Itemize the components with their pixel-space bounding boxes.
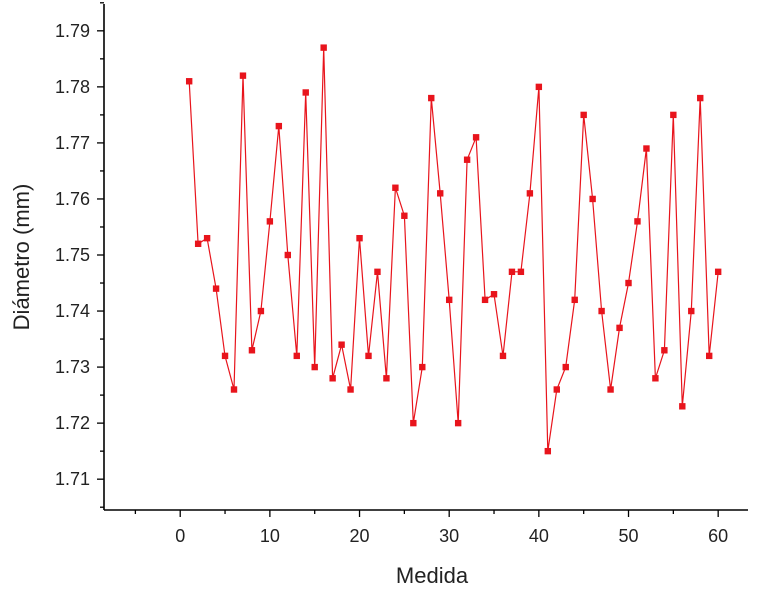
data-point xyxy=(607,386,614,393)
data-point xyxy=(697,94,704,102)
data-point xyxy=(571,296,578,304)
data-point xyxy=(508,268,516,276)
data-point xyxy=(661,347,668,354)
data-point xyxy=(688,307,695,315)
data-point xyxy=(347,386,354,393)
data-point xyxy=(239,72,247,79)
data-point xyxy=(437,190,444,197)
data-point xyxy=(365,352,372,360)
y-tick-label: 1.71 xyxy=(55,469,90,489)
data-point xyxy=(401,212,408,219)
data-point xyxy=(419,363,426,371)
x-tick-label: 30 xyxy=(439,526,459,546)
data-point xyxy=(598,307,605,315)
x-tick-label: 10 xyxy=(260,526,280,546)
data-point xyxy=(275,122,283,130)
y-ticks: 1.71 1.72 1.73 1.74 1.75 1.76 1.77 1.78 1.79 xyxy=(55,2,104,508)
data-point xyxy=(517,268,525,276)
data-point xyxy=(329,375,336,382)
axes xyxy=(103,4,748,511)
series-markers xyxy=(185,44,722,455)
data-point xyxy=(257,307,265,315)
x-tick-label: 40 xyxy=(529,526,549,546)
data-point xyxy=(338,341,345,348)
data-point xyxy=(293,352,300,360)
data-point xyxy=(463,156,471,163)
data-point xyxy=(320,44,327,51)
data-point xyxy=(580,111,587,119)
data-point xyxy=(553,386,560,393)
data-point xyxy=(392,184,399,191)
data-point xyxy=(410,419,417,427)
y-tick-label: 1.77 xyxy=(55,133,90,153)
x-ticks: 0 10 20 30 40 50 60 xyxy=(134,510,728,546)
y-tick-label: 1.75 xyxy=(55,245,90,265)
data-point xyxy=(616,324,623,332)
data-point xyxy=(562,363,569,371)
data-point xyxy=(481,296,489,304)
data-point xyxy=(203,234,211,242)
data-point xyxy=(221,352,229,360)
x-tick-label: 50 xyxy=(618,526,638,546)
data-point xyxy=(714,268,722,276)
data-point xyxy=(454,419,462,427)
data-point xyxy=(302,89,309,96)
data-point xyxy=(185,78,193,85)
data-point xyxy=(652,375,659,382)
data-point xyxy=(230,386,238,393)
y-tick-label: 1.73 xyxy=(55,357,90,377)
data-point xyxy=(212,285,220,292)
data-point xyxy=(445,296,453,304)
x-tick-label: 0 xyxy=(175,526,185,546)
x-tick-label: 60 xyxy=(708,526,728,546)
data-point xyxy=(311,363,318,371)
data-point xyxy=(670,111,677,119)
x-tick-label: 20 xyxy=(350,526,370,546)
y-tick-label: 1.78 xyxy=(55,77,90,97)
data-point xyxy=(374,268,381,276)
data-point xyxy=(535,83,543,91)
x-axis-label: Medida xyxy=(396,563,469,588)
y-axis-label: Diámetro (mm) xyxy=(9,184,34,331)
series-line xyxy=(188,47,719,452)
data-point xyxy=(544,447,552,455)
data-point xyxy=(625,279,632,287)
plot-area xyxy=(185,44,722,455)
y-tick-label: 1.79 xyxy=(55,21,90,41)
y-tick-label: 1.74 xyxy=(55,301,90,321)
data-point xyxy=(383,375,390,382)
data-point xyxy=(643,145,650,152)
data-point xyxy=(266,218,274,225)
data-point xyxy=(589,195,596,203)
data-point xyxy=(634,218,641,225)
data-point xyxy=(248,347,256,354)
data-point xyxy=(428,94,435,102)
data-point xyxy=(526,190,534,197)
data-point xyxy=(679,403,686,410)
y-tick-label: 1.72 xyxy=(55,413,90,433)
data-point xyxy=(284,251,292,259)
data-point xyxy=(490,291,498,298)
data-point xyxy=(499,352,507,360)
data-point xyxy=(356,234,363,242)
data-point xyxy=(706,352,713,360)
y-tick-label: 1.76 xyxy=(55,189,90,209)
data-point xyxy=(472,134,480,141)
data-point xyxy=(194,240,202,247)
